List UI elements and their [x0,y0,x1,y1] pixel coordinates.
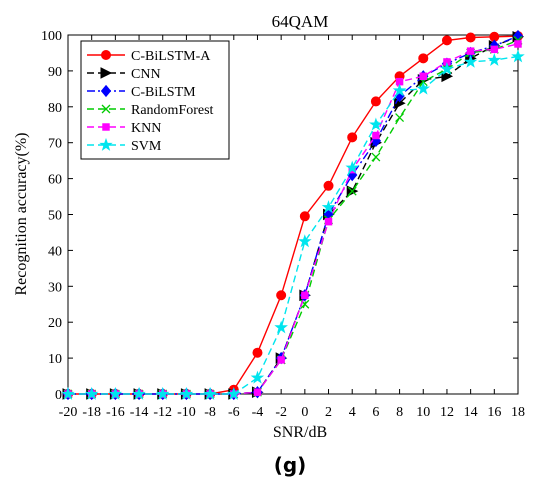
data-point-0-9 [276,290,287,301]
data-point-1-16 [441,70,454,83]
x-tick-label: -2 [275,405,287,420]
legend-label-0: C-BiLSTM-A [131,49,211,64]
data-point-4-17 [466,47,475,55]
data-point-4-10 [301,291,309,300]
legend-marker-1 [100,67,113,79]
data-point-0-15 [418,53,429,64]
legend-marker-3 [101,104,111,114]
y-tick-label: 0 [55,388,62,403]
x-tick-label: 16 [487,405,501,420]
data-point-5-12 [345,160,360,174]
data-point-0-10 [299,211,310,222]
data-point-4-8 [253,388,262,396]
y-tick-label: 20 [48,316,62,331]
data-point-0-17 [465,32,476,43]
data-point-4-15 [419,72,427,81]
data-point-5-10 [298,234,312,248]
y-tick-label: 80 [48,101,62,116]
legend-marker-2 [100,84,112,98]
plot-area: -20 -18 -16 -14 -12 -10 -8 -6 -4 -2 0 2 4 6 8 10 12 14 16 1… [41,29,525,420]
legend-marker-0 [101,50,111,60]
data-point-4-13 [372,131,380,140]
series-line-4 [68,43,519,395]
data-point-0-12 [347,132,358,143]
x-tick-label: 6 [372,405,379,420]
data-point-5-4 [155,386,170,400]
y-tick-label: 90 [48,65,62,80]
data-point-0-8 [252,347,263,358]
data-point-5-17 [463,54,478,68]
legend-marker-5 [99,137,113,151]
data-point-0-16 [441,35,452,46]
data-point-4-18 [490,45,499,54]
x-tick-label: 18 [511,405,525,420]
data-point-3-12 [347,186,357,196]
data-point-5-5 [179,386,194,400]
x-tick-label: -12 [153,405,172,420]
data-point-5-0 [61,386,75,400]
x-tick-label: 12 [440,405,454,420]
series-line-5 [68,55,519,395]
x-tick-label: -20 [59,405,78,420]
legend-label-5: SVM [131,139,162,154]
data-point-0-11 [323,180,334,191]
x-tick-label: 2 [325,405,332,420]
data-point-4-19 [514,40,522,48]
data-point-5-14 [392,83,407,97]
data-point-5-8 [250,370,265,384]
x-axis-label: SNR/dB [273,424,327,441]
series-line-3 [68,39,519,395]
data-point-5-6 [203,386,217,400]
data-point-5-19 [511,49,525,63]
data-point-5-18 [487,52,502,66]
x-tick-label: 10 [416,405,430,420]
legend-label-2: C-BiLSTM [131,85,196,100]
y-tick-label: 60 [48,173,62,188]
data-point-5-11 [321,200,336,214]
legend-label-3: RandomForest [131,103,214,118]
data-point-5-7 [226,386,241,400]
y-tick-label: 70 [48,137,62,152]
chart-title: 64QAM [272,12,329,31]
x-tick-label: -6 [228,405,240,420]
data-point-5-1 [84,386,99,400]
x-tick-label: -18 [82,405,101,420]
x-tick-label: -16 [106,405,125,420]
y-tick-label: 50 [48,209,62,224]
legend-label-1: CNN [131,67,161,82]
x-tick-label: 4 [349,405,356,420]
data-point-5-16 [440,62,454,75]
data-point-3-13 [371,152,381,162]
x-tick-label: 14 [464,405,478,420]
data-point-5-15 [416,81,431,95]
data-point-3-14 [395,113,405,123]
x-tick-label: 0 [301,405,308,420]
x-tick-label: -10 [177,405,196,420]
legend-marker-4 [102,123,110,131]
y-tick-label: 40 [48,244,62,259]
data-point-5-9 [274,320,288,334]
y-tick-label: 30 [48,280,62,295]
x-tick-label: -8 [204,405,216,420]
x-tick-label: -4 [252,405,264,420]
data-point-5-13 [369,117,383,131]
y-axis-label: Recognition accuracy(%) [13,132,30,295]
data-point-5-2 [108,386,123,400]
y-tick-label: 100 [41,29,62,44]
data-point-4-9 [277,356,285,364]
legend-label-4: KNN [131,121,161,136]
data-point-4-11 [324,217,333,226]
x-tick-label: 8 [396,405,403,420]
data-point-5-3 [132,386,146,400]
x-tick-label: -14 [130,405,149,420]
y-tick-label: 10 [48,352,62,367]
data-point-0-13 [370,96,381,107]
figure-caption: (g) [274,453,307,477]
